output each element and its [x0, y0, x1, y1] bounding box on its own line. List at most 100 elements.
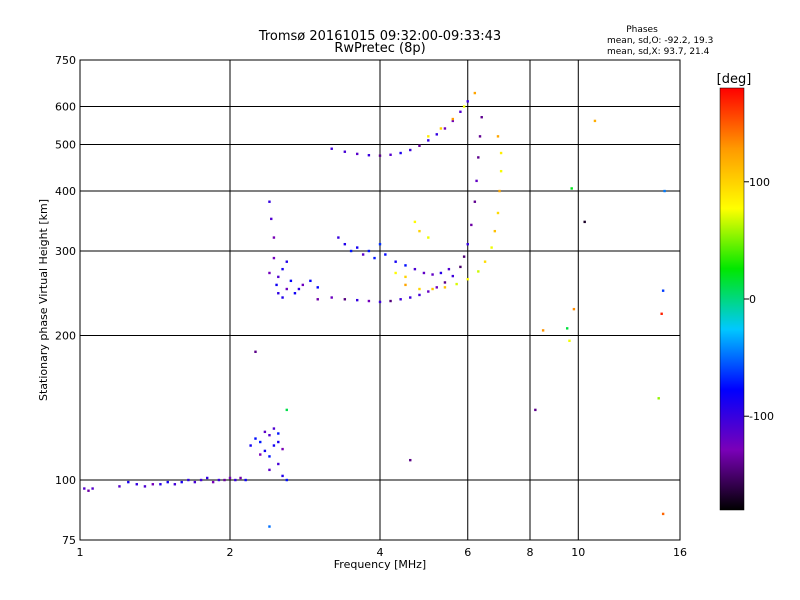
data-point-es-cluster	[259, 440, 262, 444]
data-point-e-layer-o-mode-trace	[223, 478, 226, 482]
phases-o-stats: mean, sd,O: -92.2, 19.3	[607, 36, 713, 46]
y-tick-label: 600	[55, 101, 76, 114]
data-point-e-layer-o-mode-trace	[91, 487, 94, 490]
data-point-multiple-hop-echo	[343, 150, 347, 153]
data-point-f-layer-o-mode-trace	[470, 223, 473, 227]
x-tick-label: 1	[77, 546, 84, 559]
data-point-es-cluster	[272, 427, 276, 430]
data-point-e-layer-o-mode-trace	[187, 478, 190, 482]
data-point-f-layer-x-mode-trace	[496, 211, 500, 215]
colorbar	[719, 87, 745, 511]
phases-title: Phases	[626, 25, 658, 35]
data-point-e-layer-o-mode-trace	[206, 476, 209, 480]
data-point-es-cluster	[277, 462, 280, 466]
y-tick-label: 200	[55, 330, 76, 343]
data-point-e-layer-o-mode-trace	[244, 478, 247, 482]
data-point-f-layer-upper-spread	[394, 260, 397, 263]
data-point-f1-spread	[301, 283, 305, 287]
data-point-f-layer-x-mode-trace	[413, 220, 417, 224]
data-point-e-layer-o-mode-trace	[217, 478, 221, 482]
data-point-es-cluster	[272, 444, 276, 447]
data-point-f-layer-upper-spread	[373, 256, 376, 260]
data-point-e-layer-o-mode-trace	[180, 480, 183, 484]
data-point-f1-spread	[272, 256, 276, 260]
axis-ticks: 1 2 4 6 8 10 16 75 100 200 300 400 500 600 750	[55, 54, 687, 559]
data-point-scattered-points	[254, 350, 257, 353]
data-point-es-cluster	[277, 440, 280, 444]
x-tick-label: 10	[571, 546, 585, 559]
data-point-f1-spread	[281, 296, 284, 299]
data-point-e-layer-o-mode-trace	[151, 483, 155, 486]
data-point-f-layer-o-mode-trace	[367, 299, 371, 303]
data-point-f1-spread	[277, 292, 280, 295]
data-point-scattered-points	[285, 408, 288, 412]
colorbar-tick-label: 0	[749, 293, 756, 306]
data-point-f1-spread	[309, 279, 312, 283]
data-point-f-layer-o-mode-trace	[427, 290, 430, 293]
data-point-multiple-hop-echo	[459, 110, 462, 113]
data-point-f-layer-o-mode-trace	[451, 274, 455, 278]
data-point-f1-spread	[281, 267, 284, 271]
data-point-f1-spread	[316, 286, 319, 289]
data-point-es-cluster	[281, 447, 284, 451]
chart-title: Tromsø 20161015 09:32:00-09:33:43	[258, 29, 501, 44]
data-point-multiple-hop-echo	[367, 154, 371, 157]
data-point-f-layer-x-mode-trace	[431, 287, 434, 291]
data-point-es-cluster	[268, 468, 271, 472]
data-point-f-layer-x-mode-trace	[483, 260, 487, 263]
data-point-e-layer-o-mode-trace	[159, 483, 162, 486]
colorbar-tick-label: -100	[749, 410, 774, 423]
data-point-multiple-hop-echo	[443, 127, 447, 130]
data-point-f-layer-o-mode-trace	[480, 116, 483, 119]
data-point-es-cluster	[281, 474, 284, 478]
data-point-f-layer-upper-spread	[431, 273, 434, 276]
data-point-f-layer-x-mode-trace	[496, 135, 500, 138]
data-point-f-layer-o-mode-trace	[477, 156, 480, 159]
y-tick-label: 300	[55, 245, 76, 258]
data-point-multiple-hop-echo	[435, 133, 438, 136]
data-point-f-layer-o-mode-trace	[435, 286, 438, 289]
data-point-f-layer-upper-spread	[384, 253, 387, 256]
x-tick-label: 2	[227, 546, 234, 559]
data-point-e-layer-o-mode-trace	[193, 480, 197, 484]
data-point-f1-spread	[270, 217, 273, 221]
data-point-f-layer-o-mode-trace	[459, 265, 462, 269]
data-point-f-layer-x-mode-trace	[499, 169, 503, 173]
data-point-f-layer-o-mode-trace	[343, 298, 347, 301]
data-point-f-layer-upper-spread	[422, 271, 426, 275]
data-point-scattered-points	[541, 329, 545, 332]
data-point-multiple-hop-echo	[451, 119, 455, 123]
y-tick-label: 75	[62, 534, 76, 547]
data-point-f-layer-o-mode-trace	[462, 255, 466, 258]
data-point-f-layer-o-mode-trace	[316, 298, 319, 301]
data-point-f-layer-o-mode-trace	[330, 296, 333, 299]
data-point-multiple-hop-x-echo	[462, 105, 466, 108]
x-tick-label: 8	[527, 546, 534, 559]
grid-lines	[80, 60, 680, 540]
data-point-e-layer-o-mode-trace	[239, 476, 242, 480]
data-point-scattered-points	[663, 189, 666, 193]
data-point-multiple-hop-x-echo	[439, 127, 443, 130]
colorbar-tick-label: 100	[749, 176, 770, 189]
data-point-e-layer-o-mode-trace	[166, 480, 169, 484]
data-point-e-layer-o-mode-trace	[211, 480, 215, 484]
data-point-f1-spread	[293, 292, 297, 295]
x-axis-label: Frequency [MHz]	[334, 558, 426, 571]
y-tick-label: 750	[55, 54, 76, 67]
data-point-multiple-hop-echo	[356, 152, 359, 156]
data-point-es-cluster	[254, 437, 257, 440]
data-point-f-layer-x-mode-trace	[466, 278, 469, 281]
colorbar-ticks: 100 0 -100	[744, 176, 774, 423]
data-point-multiple-hop-x-echo	[427, 135, 430, 138]
data-point-scattered-points	[534, 408, 537, 412]
data-point-es-cluster	[263, 430, 267, 434]
data-point-es-cluster	[268, 455, 271, 458]
data-point-f-layer-x-mode-trace	[404, 283, 407, 287]
data-point-multiple-hop-echo	[409, 148, 412, 152]
data-point-f-layer-o-mode-trace	[378, 300, 382, 304]
data-point-f1-spread	[285, 260, 288, 263]
data-point-es-cluster	[277, 432, 280, 435]
data-point-multiple-hop-echo	[399, 151, 402, 155]
data-point-multiple-hop-echo	[466, 100, 469, 103]
